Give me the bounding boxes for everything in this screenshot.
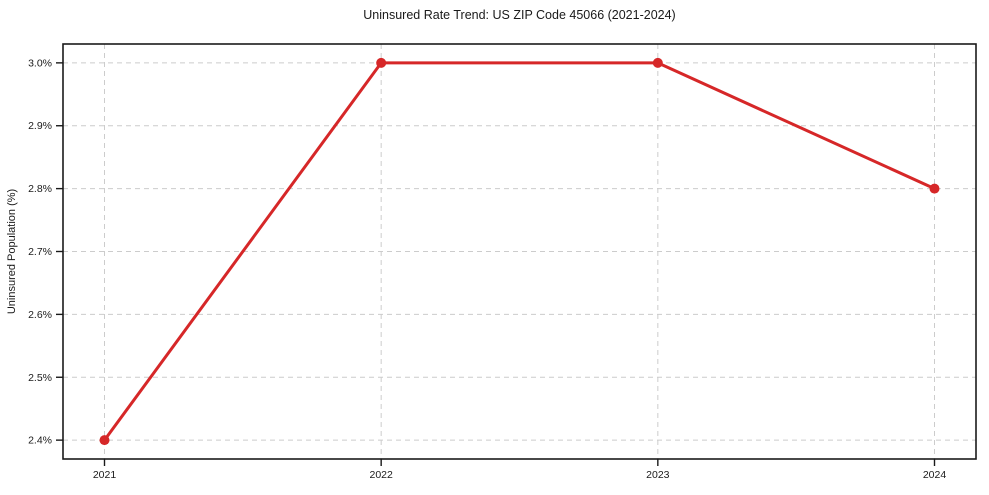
grid-layer — [63, 44, 976, 459]
trend-line — [103, 61, 936, 442]
y-tick-label: 2.7% — [28, 246, 52, 258]
x-tick-label: 2022 — [369, 469, 393, 481]
data-point — [929, 183, 940, 194]
x-tick-label: 2023 — [646, 469, 670, 481]
y-tick-label: 2.6% — [28, 309, 52, 321]
data-point — [99, 435, 110, 446]
y-tick-label: 2.8% — [28, 183, 52, 195]
y-tick-label: 2.9% — [28, 120, 52, 132]
y-tick-label: 3.0% — [28, 57, 52, 69]
y-axis-label: Uninsured Population (%) — [6, 189, 18, 314]
tick-layer: 2.4% 2.5% 2.6% 2.7% 2.8% 2.9% 3.0% 2021 2022 2023… — [28, 57, 946, 481]
y-tick-label: 2.4% — [28, 435, 52, 447]
x-tick-label: 2021 — [93, 469, 117, 481]
x-tick-label: 2024 — [923, 469, 947, 481]
data-layer — [99, 57, 940, 446]
y-tick-label: 2.5% — [28, 372, 52, 384]
chart-title: Uninsured Rate Trend: US ZIP Code 45066 … — [363, 8, 675, 22]
data-point — [376, 57, 387, 68]
data-point — [652, 57, 663, 68]
